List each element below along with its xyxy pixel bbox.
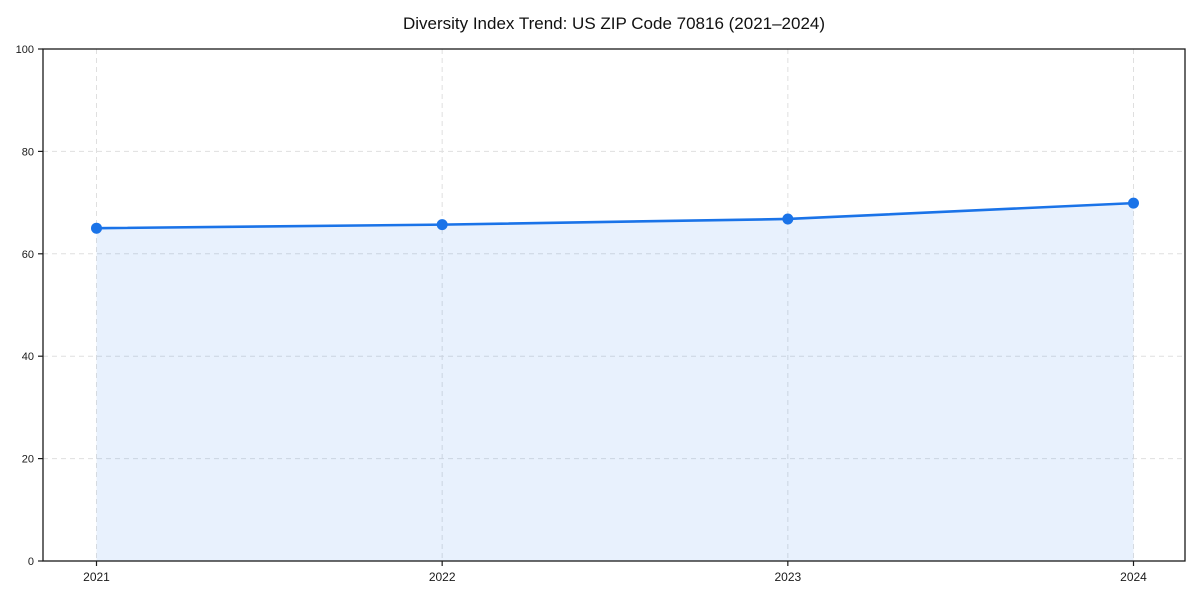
y-tick-label: 100 (16, 44, 34, 56)
x-tick-label: 2022 (429, 570, 456, 584)
y-tick-label: 60 (22, 249, 34, 261)
y-tick-label: 80 (22, 146, 34, 158)
plot-area: 0 20 40 60 80 100 2021 2022 2023 2024 (16, 44, 1186, 584)
data-point-marker (782, 213, 794, 225)
plot-frame (42, 48, 1186, 562)
y-tick-label: 40 (22, 351, 34, 363)
x-tick-label: 2024 (1120, 570, 1147, 584)
x-tick-label: 2021 (83, 570, 110, 584)
chart-title: Diversity Index Trend: US ZIP Code 70816… (403, 14, 825, 33)
y-tick-label: 0 (28, 556, 34, 568)
data-point-marker (1128, 197, 1139, 209)
data-point-marker (91, 222, 102, 234)
area-fill (96, 203, 1134, 561)
y-tick-label: 20 (22, 454, 34, 466)
data-point-marker (436, 219, 448, 231)
x-tick-label: 2023 (774, 570, 801, 584)
trend-line (95, 201, 1135, 230)
